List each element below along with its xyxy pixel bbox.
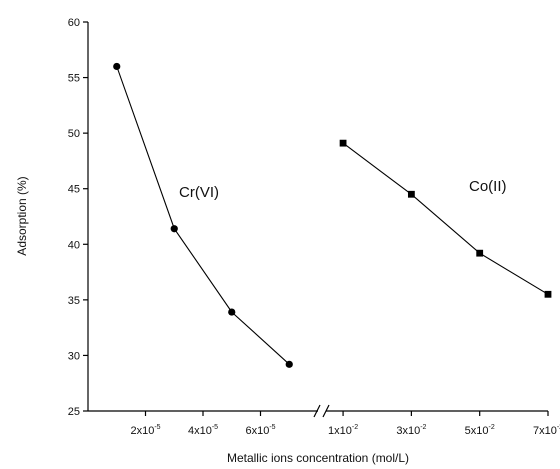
y-tick-label: 50 [68, 128, 80, 140]
y-axis-title: Adsorption (%) [15, 176, 29, 255]
x-tick-label: 5x10-2 [465, 424, 495, 437]
x-axis-title: Metallic ions concentration (mol/L) [227, 451, 409, 465]
x-tick-label: 2x10-5 [130, 424, 160, 437]
plot-frame [87, 22, 548, 418]
series-label-cr-vi: Cr(VI) [179, 184, 219, 201]
data-point [228, 308, 236, 316]
series-layer [113, 62, 552, 368]
data-point [170, 225, 178, 233]
series-line [342, 142, 549, 295]
y-tick-label: 55 [68, 73, 80, 85]
y-tick-label: 60 [68, 17, 80, 29]
axis-break-marks [313, 404, 330, 418]
y-tick-label: 35 [68, 295, 80, 307]
x-axis-ticks: 2x10-5 4x10-5 6x10-5 1x10-2 3x10-2 5x10-2 7x10… [130, 411, 560, 437]
x-tick-label: 4x10-5 [188, 424, 218, 437]
data-point [476, 249, 484, 257]
y-tick-label: 30 [68, 350, 80, 362]
data-point [339, 139, 347, 147]
y-tick-label: 40 [68, 239, 80, 251]
data-point [544, 290, 552, 298]
series-line [116, 66, 290, 365]
x-tick-label: 7x10-2 [533, 424, 560, 437]
data-point [407, 190, 415, 198]
y-axis-ticks: 25 30 35 40 45 50 55 60 [68, 17, 88, 418]
data-point [113, 62, 121, 71]
x-tick-label: 6x10-5 [245, 424, 275, 437]
x-tick-label: 1x10-2 [328, 424, 358, 437]
y-tick-label: 45 [68, 184, 80, 196]
y-tick-label: 25 [68, 406, 80, 418]
series-label-co-ii: Co(II) [469, 178, 507, 195]
x-tick-label: 3x10-2 [396, 424, 426, 437]
data-point [285, 360, 293, 368]
